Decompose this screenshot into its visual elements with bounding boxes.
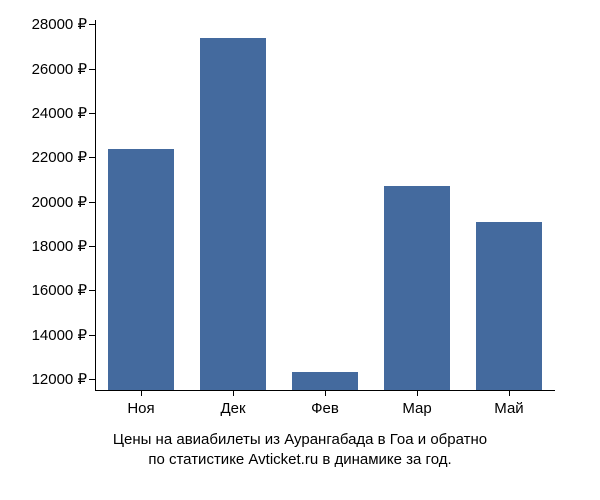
bar xyxy=(108,149,174,390)
plot-area: 12000 ₽14000 ₽16000 ₽18000 ₽20000 ₽22000… xyxy=(95,20,555,390)
y-tick-label: 26000 ₽ xyxy=(32,60,87,78)
chart-caption: Цены на авиабилеты из Аурангабада в Гоа … xyxy=(0,430,600,471)
bar xyxy=(292,372,358,390)
y-tick-mark xyxy=(89,246,95,247)
y-tick-mark xyxy=(89,24,95,25)
y-tick-mark xyxy=(89,379,95,380)
x-tick-label: Фев xyxy=(311,400,339,417)
x-tick-mark xyxy=(141,390,142,396)
x-tick-label: Дек xyxy=(220,400,245,417)
y-tick-label: 22000 ₽ xyxy=(32,148,87,166)
y-tick-mark xyxy=(89,335,95,336)
caption-line-1: Цены на авиабилеты из Аурангабада в Гоа … xyxy=(0,430,600,450)
y-tick-mark xyxy=(89,69,95,70)
y-tick-label: 28000 ₽ xyxy=(32,15,87,33)
bar-chart: 12000 ₽14000 ₽16000 ₽18000 ₽20000 ₽22000… xyxy=(95,20,555,390)
y-tick-label: 20000 ₽ xyxy=(32,193,87,211)
x-tick-label: Мар xyxy=(402,400,431,417)
bar xyxy=(200,38,266,390)
caption-line-2: по статистике Avticket.ru в динамике за … xyxy=(0,450,600,470)
y-tick-label: 16000 ₽ xyxy=(32,281,87,299)
y-tick-mark xyxy=(89,202,95,203)
y-tick-mark xyxy=(89,290,95,291)
x-tick-mark xyxy=(509,390,510,396)
x-tick-mark xyxy=(325,390,326,396)
y-tick-label: 12000 ₽ xyxy=(32,370,87,388)
y-tick-mark xyxy=(89,113,95,114)
y-tick-label: 18000 ₽ xyxy=(32,237,87,255)
x-tick-mark xyxy=(417,390,418,396)
y-axis-line xyxy=(95,20,96,390)
x-tick-label: Май xyxy=(494,400,523,417)
y-tick-mark xyxy=(89,157,95,158)
x-tick-label: Ноя xyxy=(127,400,154,417)
bar xyxy=(384,186,450,390)
y-tick-label: 14000 ₽ xyxy=(32,326,87,344)
x-tick-mark xyxy=(233,390,234,396)
bar xyxy=(476,222,542,390)
y-tick-label: 24000 ₽ xyxy=(32,104,87,122)
